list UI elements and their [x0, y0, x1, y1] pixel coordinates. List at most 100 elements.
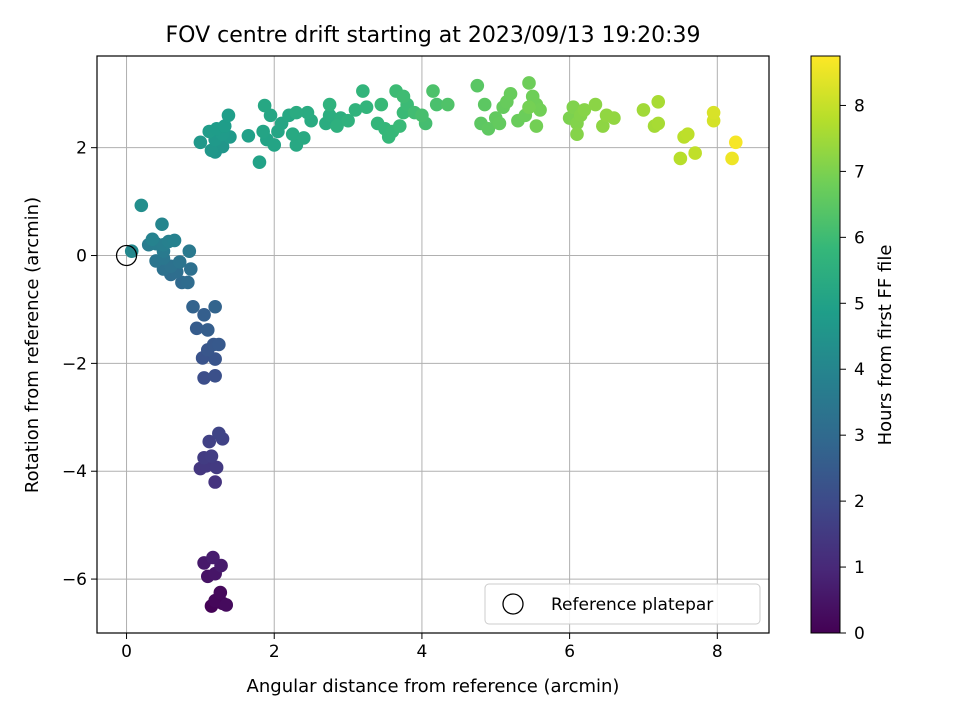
data-point [396, 89, 411, 104]
data-point [208, 299, 222, 314]
data-point [181, 275, 195, 290]
data-point [155, 217, 169, 232]
data-point [182, 244, 197, 259]
data-point [206, 550, 220, 565]
y-axis-ticks: −6 −4 −2 0 2 [62, 139, 97, 590]
data-point [492, 116, 507, 131]
data-point [197, 371, 211, 385]
x-tick-label: 8 [712, 642, 723, 662]
data-points [115, 76, 743, 613]
data-point [607, 111, 621, 125]
legend: Reference platepar [484, 583, 761, 625]
colorbar: 0 1 2 3 4 5 6 7 8 Hours from first FF file [810, 55, 896, 644]
data-point [219, 598, 234, 612]
data-point [193, 135, 208, 150]
x-tick-label: 2 [269, 642, 280, 662]
data-point [183, 262, 198, 276]
data-point [470, 78, 485, 93]
data-point [570, 127, 584, 141]
data-point [202, 434, 217, 449]
data-point [440, 97, 455, 112]
colorbar-tick-label: 0 [854, 624, 865, 644]
data-point [208, 368, 222, 383]
data-point [636, 103, 651, 117]
data-point [706, 105, 721, 120]
data-point [477, 97, 492, 112]
x-axis-ticks: 0 2 4 6 8 [121, 633, 723, 662]
data-point [503, 86, 518, 101]
colorbar-label: Hours from first FF file [875, 245, 896, 446]
y-tick-label: −2 [62, 354, 87, 374]
data-point [426, 84, 440, 98]
data-point [124, 244, 139, 259]
colorbar-tick-label: 2 [854, 492, 865, 512]
data-point [673, 151, 688, 166]
data-point [341, 113, 355, 128]
x-axis-label: Angular distance from reference (arcmin) [247, 676, 620, 697]
data-point [651, 95, 666, 109]
plot-area: 0 2 4 6 8 −6 −4 −2 0 2 [62, 55, 770, 662]
data-point [522, 100, 536, 115]
data-point [204, 143, 219, 158]
colorbar-tick-label: 5 [854, 294, 865, 314]
colorbar-ticks: 0 1 2 3 4 5 6 7 8 [840, 96, 865, 644]
data-point [522, 76, 536, 90]
legend-marker-reference [502, 593, 524, 615]
data-point [197, 308, 211, 322]
data-point [267, 138, 282, 152]
data-point [204, 449, 219, 463]
y-axis-label: Rotation from reference (arcmin) [22, 197, 43, 493]
data-point [213, 585, 228, 600]
legend-label-reference: Reference platepar [551, 595, 713, 615]
data-point [322, 108, 337, 123]
data-point [529, 119, 544, 133]
data-point [221, 108, 236, 123]
data-point [209, 460, 224, 475]
data-point [212, 337, 226, 352]
colorbar-tick-label: 1 [854, 558, 865, 578]
chart-title: FOV centre drift starting at 2023/09/13 … [166, 23, 701, 48]
colorbar-gradient [810, 55, 841, 634]
reference-platepar-marker [115, 244, 138, 267]
data-point [577, 103, 592, 117]
y-tick-label: −4 [62, 462, 87, 482]
x-tick-label: 6 [564, 642, 575, 662]
data-point [481, 121, 496, 136]
data-point [241, 129, 256, 143]
data-point [359, 100, 374, 115]
data-point [680, 127, 695, 141]
data-point [167, 233, 182, 248]
data-point [172, 255, 187, 269]
data-point [356, 84, 370, 98]
data-point [374, 97, 389, 112]
data-point [596, 119, 610, 133]
data-point [252, 155, 267, 170]
y-tick-label: −6 [62, 570, 87, 590]
data-point [533, 103, 547, 117]
data-point [725, 151, 739, 166]
legend-box [484, 583, 761, 625]
colorbar-tick-label: 4 [854, 360, 865, 380]
colorbar-tick-label: 3 [854, 426, 865, 446]
data-point [429, 97, 444, 112]
data-point [212, 426, 226, 441]
y-tick-label: 2 [76, 139, 87, 159]
x-tick-label: 0 [121, 642, 132, 662]
data-point [189, 321, 204, 336]
data-point [588, 97, 603, 112]
y-tick-label: 0 [76, 247, 87, 267]
data-point [217, 119, 232, 133]
x-tick-label: 4 [417, 642, 428, 662]
data-point [186, 299, 200, 314]
data-point [688, 146, 702, 160]
data-point [208, 475, 222, 489]
data-point [392, 119, 407, 133]
data-point [651, 116, 666, 131]
data-point [256, 124, 270, 139]
data-point [415, 108, 429, 123]
data-point [257, 98, 272, 113]
data-point [348, 103, 363, 117]
axes-frame [96, 55, 770, 634]
data-point [330, 119, 344, 133]
